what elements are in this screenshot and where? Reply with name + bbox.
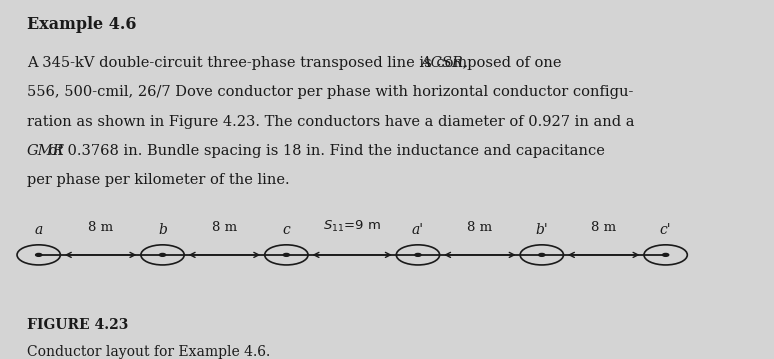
- Text: 8 m: 8 m: [467, 221, 492, 234]
- Text: a': a': [412, 223, 424, 237]
- Text: $S_{11}$=9 m: $S_{11}$=9 m: [323, 219, 382, 234]
- Text: GMR: GMR: [27, 144, 65, 158]
- Text: per phase per kilometer of the line.: per phase per kilometer of the line.: [27, 173, 289, 187]
- Text: A 345-kV double-circuit three-phase transposed line is composed of one: A 345-kV double-circuit three-phase tran…: [27, 56, 567, 70]
- Text: c: c: [283, 223, 290, 237]
- Text: c': c': [659, 223, 672, 237]
- Text: a: a: [35, 223, 43, 237]
- Text: Example 4.6: Example 4.6: [27, 16, 136, 33]
- Circle shape: [415, 253, 421, 256]
- Circle shape: [539, 253, 545, 256]
- Text: FIGURE 4.23: FIGURE 4.23: [27, 318, 128, 332]
- Text: 8 m: 8 m: [591, 221, 616, 234]
- Text: ration as shown in Figure 4.23. The conductors have a diameter of 0.927 in and a: ration as shown in Figure 4.23. The cond…: [27, 115, 635, 129]
- Circle shape: [283, 253, 289, 256]
- Text: of 0.3768 in. Bundle spacing is 18 in. Find the inductance and capacitance: of 0.3768 in. Bundle spacing is 18 in. F…: [43, 144, 604, 158]
- Text: 8 m: 8 m: [212, 221, 237, 234]
- Text: ACSR,: ACSR,: [420, 56, 467, 70]
- Text: 8 m: 8 m: [88, 221, 113, 234]
- Text: b': b': [536, 223, 548, 237]
- Text: b: b: [158, 223, 167, 237]
- Circle shape: [663, 253, 669, 256]
- Circle shape: [159, 253, 166, 256]
- Circle shape: [36, 253, 42, 256]
- Text: 556, 500-cmil, 26/7 Dove conductor per phase with horizontal conductor configu-: 556, 500-cmil, 26/7 Dove conductor per p…: [27, 85, 633, 99]
- Text: Conductor layout for Example 4.6.: Conductor layout for Example 4.6.: [27, 345, 270, 359]
